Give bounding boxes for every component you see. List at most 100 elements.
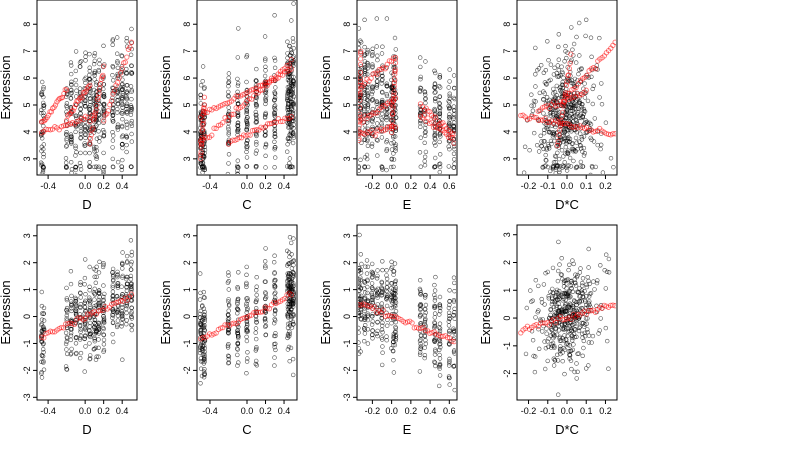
observed-point [245, 356, 250, 361]
observed-point [375, 295, 380, 300]
observed-point [87, 353, 93, 358]
observed-point [91, 93, 97, 98]
observed-point [96, 98, 102, 103]
fitted-point [392, 60, 399, 66]
observed-point [564, 281, 569, 286]
fitted-point [390, 103, 396, 109]
observed-point [110, 320, 116, 325]
x-tick-label: -0.2 [365, 181, 381, 191]
observed-point [437, 100, 442, 106]
fitted-point [391, 80, 398, 86]
y-tick-label: 3 [182, 233, 192, 238]
observed-point [129, 323, 135, 328]
observed-point [73, 303, 79, 308]
fitted-point [117, 298, 124, 304]
observed-point [364, 85, 370, 90]
fitted-point [573, 84, 579, 91]
y-tick-label: 5 [342, 102, 352, 107]
observed-point [545, 39, 550, 44]
observed-point [447, 147, 452, 152]
observed-point [384, 268, 389, 273]
observed-point [570, 258, 575, 263]
observed-point [571, 342, 576, 347]
observed-point [451, 165, 456, 170]
x-tick-label: -0.2 [521, 406, 537, 416]
observed-point [198, 82, 204, 88]
y-tick-label: 5 [22, 102, 32, 107]
observed-point [592, 116, 597, 121]
observed-point [543, 67, 548, 73]
observed-point [120, 111, 125, 116]
fitted-point [236, 134, 242, 141]
observed-point [604, 338, 610, 344]
observed-point [128, 104, 134, 110]
observed-point [565, 139, 570, 144]
observed-point [580, 321, 585, 326]
x-tick-label: 0.0 [241, 406, 254, 416]
observed-point [358, 99, 363, 104]
observed-point [543, 81, 549, 87]
observed-point [200, 64, 206, 69]
observed-point [289, 18, 294, 23]
observed-point [572, 369, 577, 375]
fitted-point [220, 119, 226, 126]
observed-point [235, 298, 240, 303]
observed-point [83, 50, 88, 55]
observed-point [541, 70, 546, 76]
observed-point [543, 157, 548, 163]
observed-point [447, 356, 452, 362]
data-area [518, 239, 616, 397]
observed-point [120, 313, 125, 318]
observed-point [101, 133, 107, 138]
observed-point [380, 350, 385, 355]
observed-point [263, 296, 268, 302]
observed-point [73, 49, 79, 54]
observed-point [245, 138, 250, 144]
observed-point [78, 106, 83, 112]
observed-point [432, 132, 438, 138]
observed-point [114, 98, 120, 103]
observed-point [291, 78, 296, 84]
observed-point [110, 117, 115, 122]
observed-point [423, 316, 428, 322]
observed-point [562, 347, 568, 352]
observed-point [253, 151, 259, 156]
y-axis-title: Expression [318, 55, 333, 119]
observed-point [446, 310, 452, 315]
fitted-point [286, 62, 292, 68]
observed-point [87, 90, 93, 96]
observed-point [110, 156, 116, 162]
observed-point [437, 101, 442, 107]
observed-point [546, 336, 551, 341]
y-tick-label: -2 [342, 366, 352, 374]
fitted-point [358, 137, 362, 144]
fitted-point [567, 60, 573, 66]
observed-point [226, 161, 231, 166]
observed-point [110, 42, 115, 47]
observed-point [552, 344, 557, 349]
observed-point [110, 313, 116, 318]
observed-point [524, 305, 529, 311]
observed-point [291, 1, 296, 6]
observed-point [287, 84, 292, 89]
observed-point [287, 139, 292, 144]
fitted-point [260, 309, 266, 315]
fitted-point [380, 307, 386, 313]
observed-point [235, 311, 240, 316]
observed-point [365, 106, 371, 111]
observed-point [555, 358, 561, 363]
observed-point [254, 119, 259, 125]
observed-point [437, 331, 442, 336]
observed-point [565, 329, 571, 335]
observed-point [110, 145, 115, 150]
observed-point [374, 99, 380, 105]
observed-point [289, 74, 294, 80]
observed-point [370, 109, 375, 115]
observed-point [39, 311, 45, 316]
fitted-point [217, 325, 224, 331]
observed-point [115, 89, 120, 94]
observed-point [369, 141, 375, 147]
observed-point [562, 371, 567, 377]
